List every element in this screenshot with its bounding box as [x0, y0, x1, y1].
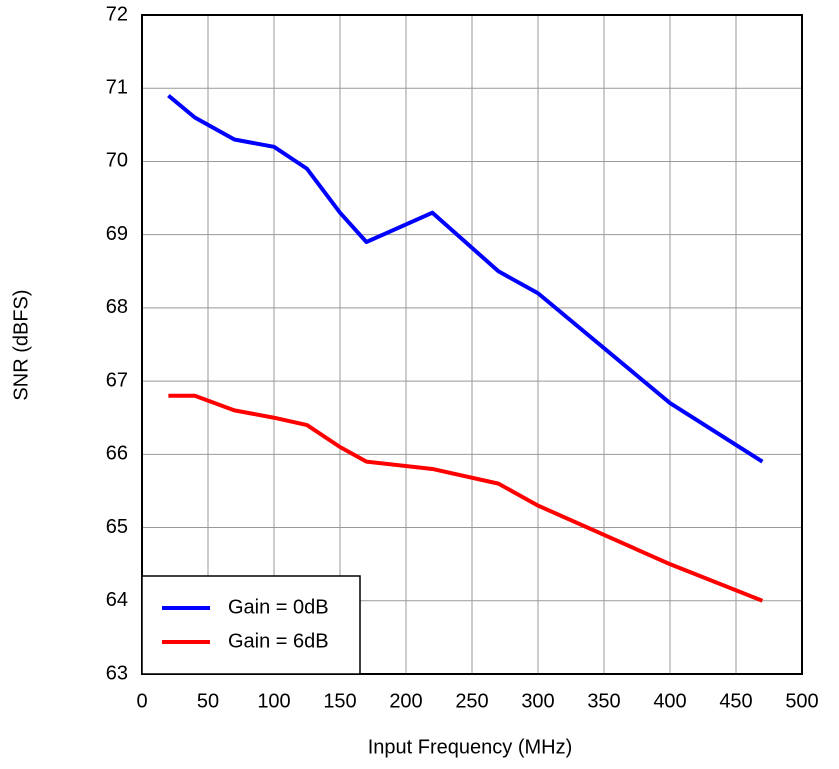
y-tick-label: 65	[106, 516, 128, 538]
y-axis-label: SNR (dBFS)	[10, 289, 32, 400]
legend-label: Gain = 0dB	[228, 596, 329, 618]
y-tick-label: 72	[106, 3, 128, 25]
x-axis-label: Input Frequency (MHz)	[368, 736, 573, 758]
x-tick-label: 250	[455, 690, 488, 712]
plot-frame	[141, 14, 803, 675]
y-tick-label: 70	[106, 150, 128, 172]
y-tick-label: 71	[106, 77, 128, 99]
x-tick-label: 150	[323, 690, 356, 712]
x-tick-label: 350	[587, 690, 620, 712]
legend-box	[141, 575, 361, 675]
y-tick-label: 66	[106, 443, 128, 465]
x-tick-label: 100	[257, 690, 290, 712]
x-tick-label: 450	[719, 690, 752, 712]
y-tick-label: 67	[106, 369, 128, 391]
x-tick-label: 50	[197, 690, 219, 712]
y-tick-label: 64	[106, 589, 128, 611]
legend-label: Gain = 6dB	[228, 630, 329, 652]
y-tick-label: 63	[106, 662, 128, 684]
series-line	[167, 94, 764, 464]
series-line	[168, 393, 764, 603]
x-tick-label: 500	[785, 690, 818, 712]
x-tick-label: 0	[136, 690, 147, 712]
x-tick-label: 400	[653, 690, 686, 712]
y-tick-label: 69	[106, 223, 128, 245]
x-tick-label: 300	[521, 690, 554, 712]
x-tick-label: 200	[389, 690, 422, 712]
y-tick-label: 68	[106, 296, 128, 318]
